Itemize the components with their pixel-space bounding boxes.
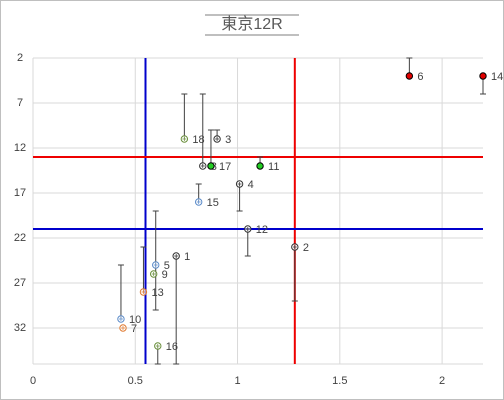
point-label: 5 [164, 260, 170, 272]
point-label: 11 [268, 161, 279, 173]
point [256, 162, 264, 170]
point-label: 2 [303, 242, 309, 254]
point-label: 1 [184, 251, 190, 263]
point-cross [200, 164, 205, 168]
point-label: 3 [225, 134, 231, 146]
y-tick-label: 7 [17, 97, 23, 109]
point-label: 15 [207, 197, 219, 209]
point-cross [155, 344, 160, 348]
point [207, 162, 215, 170]
point-label: 12 [256, 224, 268, 236]
point-label: 16 [166, 341, 178, 353]
x-tick-label: 0 [30, 375, 36, 387]
point-cross [196, 200, 201, 204]
point [479, 72, 487, 80]
y-tick-label: 22 [14, 232, 26, 244]
point-cross [237, 182, 242, 186]
point-cross [245, 227, 250, 231]
y-tick-label: 32 [14, 322, 26, 334]
y-tick-label: 12 [14, 142, 26, 154]
x-tick-label: 2 [439, 375, 445, 387]
y-tick-label: 27 [14, 277, 26, 289]
point-label: 13 [151, 287, 163, 299]
point-label: 18 [192, 134, 204, 146]
x-tick-label: 1.5 [332, 375, 347, 387]
point-cross [151, 272, 156, 276]
x-tick-label: 0.5 [128, 375, 143, 387]
point-label: 7 [131, 323, 137, 335]
point-cross [174, 254, 179, 258]
chart-title: 東京12R [221, 15, 282, 33]
point-label: 10 [129, 314, 141, 326]
point [405, 72, 414, 80]
point-label: 17 [219, 161, 231, 173]
y-tick-label: 17 [14, 187, 26, 199]
point-label: 6 [417, 71, 423, 83]
point-label: 4 [248, 179, 254, 191]
point-cross [215, 137, 220, 141]
point-cross [182, 137, 187, 141]
y-tick-label: 2 [17, 52, 23, 64]
point-label: 9 [162, 269, 168, 281]
point-cross [292, 245, 297, 249]
point-label: 14 [491, 71, 503, 83]
point-cross [118, 317, 123, 321]
point-cross [141, 290, 146, 294]
point-cross [121, 326, 125, 330]
x-tick-label: 1 [234, 375, 240, 387]
point-cross [153, 263, 158, 267]
